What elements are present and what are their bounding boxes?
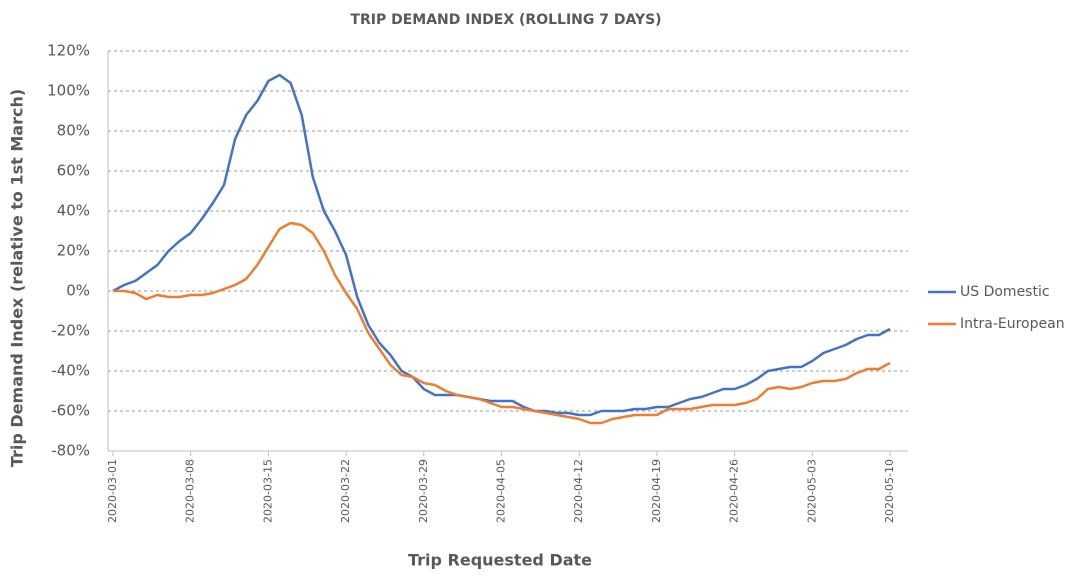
series-line (113, 221, 891, 425)
y-tick-label: 80% (57, 122, 90, 140)
y-tick-label: -80% (51, 442, 90, 460)
y-axis-label: Trip Demand Index (relative to 1st March… (8, 89, 27, 467)
y-tick-label: 100% (47, 82, 90, 100)
y-tick-label: 40% (57, 202, 90, 220)
x-axis-label: Trip Requested Date (408, 551, 592, 570)
x-tick-label: 2020-03-08 (184, 459, 197, 523)
y-tick-label: 20% (57, 242, 90, 260)
x-tick-label: 2020-03-22 (339, 459, 352, 523)
x-tick-label: 2020-05-10 (883, 459, 896, 523)
y-tick-label: 120% (47, 42, 90, 60)
series-line (112, 73, 891, 417)
x-tick-label: 2020-04-05 (495, 459, 508, 523)
y-tick-label: 60% (57, 162, 90, 180)
legend-label: US Domestic (960, 284, 1050, 300)
y-tick-label: -60% (51, 402, 90, 420)
x-tick-label: 2020-03-01 (106, 459, 119, 523)
y-tick-label: -20% (51, 322, 90, 340)
x-tick-label: 2020-04-12 (572, 459, 585, 523)
x-tick-label: 2020-03-29 (417, 459, 430, 523)
x-tick-label: 2020-04-26 (728, 459, 741, 523)
legend-label: Intra-European (960, 316, 1065, 332)
x-tick-label: 2020-03-15 (261, 459, 274, 523)
y-tick-label: -40% (51, 362, 90, 380)
x-tick-label: 2020-04-19 (650, 459, 663, 523)
chart-title: TRIP DEMAND INDEX (ROLLING 7 DAYS) (350, 12, 661, 28)
x-tick-label: 2020-05-03 (805, 459, 818, 523)
y-tick-label: 0% (66, 282, 90, 300)
